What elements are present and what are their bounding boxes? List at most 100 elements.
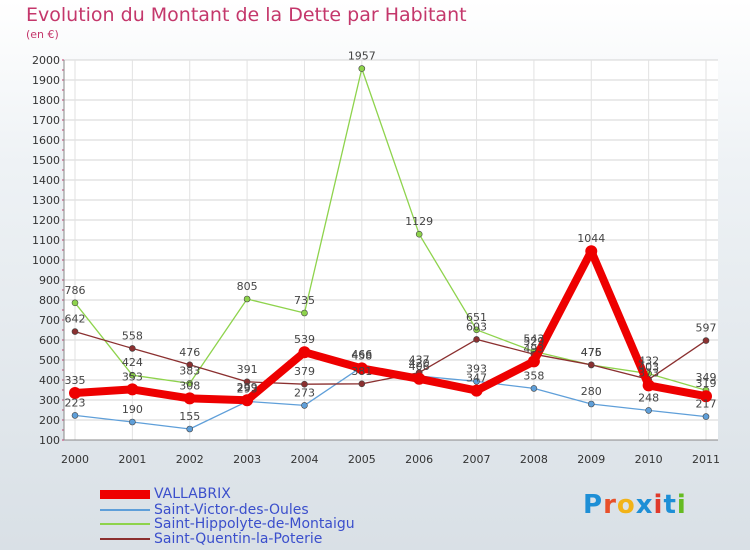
data-label: 217 (696, 398, 717, 411)
legend-item-saint-hippolyte-de-montaigu[interactable]: Saint-Hippolyte-de-Montaigu (100, 516, 355, 532)
logo-letter: i (653, 490, 664, 520)
data-label: 642 (65, 313, 86, 326)
logo-letter: P (583, 490, 604, 520)
data-point (129, 418, 136, 426)
data-label: 476 (581, 346, 602, 359)
data-label: 248 (638, 391, 659, 404)
data-label: 347 (466, 372, 487, 385)
data-point (129, 345, 136, 352)
legend-label: VALLABRIX (154, 486, 231, 502)
data-point (241, 394, 254, 407)
data-point (355, 362, 368, 375)
x-tick-label: 2008 (520, 453, 548, 466)
plot-area (64, 60, 718, 440)
data-label: 406 (409, 360, 430, 373)
data-point (301, 402, 308, 409)
data-point (415, 230, 423, 238)
data-point (642, 379, 655, 392)
x-tick-label: 2000 (61, 453, 89, 466)
y-tick-label: 1900 (32, 74, 60, 87)
data-label: 373 (638, 366, 659, 379)
data-label: 1129 (405, 215, 433, 228)
y-tick-label: 1700 (32, 114, 60, 127)
data-point (473, 336, 480, 343)
chart-unit: (en €) (26, 28, 59, 41)
data-label: 280 (581, 385, 602, 398)
data-point (530, 385, 538, 392)
data-point (186, 425, 194, 433)
legend-swatch (100, 538, 150, 540)
data-point (585, 245, 598, 258)
y-tick-label: 1100 (32, 234, 60, 247)
data-label: 155 (179, 410, 200, 423)
data-label: 420 (409, 357, 430, 370)
data-point (470, 384, 483, 397)
legend-label: Saint-Quentin-la-Poterie (154, 531, 323, 547)
proxiti-logo: Proxiti (583, 490, 687, 520)
legend-swatch (100, 523, 150, 525)
data-point (473, 378, 480, 385)
y-tick-label: 1400 (32, 174, 60, 187)
data-point (126, 383, 139, 396)
legend-item-saint-victor-des-oules[interactable]: Saint-Victor-des-Oules (100, 502, 309, 518)
data-point (243, 295, 251, 303)
data-point (473, 326, 480, 334)
y-tick-label: 2000 (32, 54, 60, 67)
legend-item-vallabrix[interactable]: VALLABRIX (100, 486, 231, 502)
data-point (71, 412, 79, 419)
data-label: 424 (122, 356, 143, 369)
data-point (700, 390, 712, 403)
y-tick-label: 1300 (32, 194, 60, 207)
data-label: 475 (581, 346, 602, 359)
data-point (71, 328, 79, 335)
data-point (413, 372, 426, 385)
data-label: 493 (523, 342, 544, 355)
data-label: 437 (409, 354, 430, 367)
data-label: 432 (638, 355, 659, 368)
y-tick-label: 700 (39, 314, 60, 327)
logo-letter: t (663, 490, 677, 520)
x-tick-label: 2009 (577, 453, 605, 466)
data-label: 223 (65, 396, 86, 409)
data-point (587, 400, 595, 408)
data-point (71, 299, 79, 307)
y-tick-label: 800 (39, 294, 60, 307)
data-label: 651 (466, 311, 487, 324)
data-label: 458 (351, 349, 372, 362)
x-tick-label: 2004 (290, 453, 318, 466)
series-line (74, 330, 707, 385)
data-label: 1044 (577, 232, 605, 245)
legend-item-saint-quentin-la-poterie[interactable]: Saint-Quentin-la-Poterie (100, 531, 322, 547)
data-point (358, 380, 366, 388)
data-point (183, 392, 196, 405)
x-tick-label: 2011 (692, 453, 720, 466)
data-label: 529 (523, 335, 544, 348)
logo-letter: x (635, 490, 654, 520)
data-label: 597 (696, 322, 717, 335)
legend-swatch (100, 509, 150, 511)
x-tick-label: 2002 (176, 453, 204, 466)
y-tick-label: 600 (39, 334, 60, 347)
data-label: 308 (179, 379, 200, 392)
legend-label: Saint-Hippolyte-de-Montaigu (154, 516, 355, 532)
data-label: 558 (122, 329, 143, 342)
data-label: 543 (523, 332, 544, 345)
y-tick-label: 900 (39, 274, 60, 287)
x-tick-label: 2007 (463, 453, 491, 466)
data-point (587, 361, 595, 369)
data-label: 383 (179, 364, 200, 377)
series-line (74, 67, 707, 391)
data-label: 735 (294, 294, 315, 307)
data-label: 353 (122, 370, 143, 383)
data-point (301, 309, 308, 317)
data-point (702, 337, 710, 344)
data-label: 393 (466, 362, 487, 375)
data-point (243, 378, 251, 386)
data-label: 299 (237, 381, 258, 394)
data-label: 349 (696, 371, 717, 384)
data-point (69, 387, 81, 399)
data-label: 403 (638, 360, 659, 373)
data-point (298, 346, 311, 359)
